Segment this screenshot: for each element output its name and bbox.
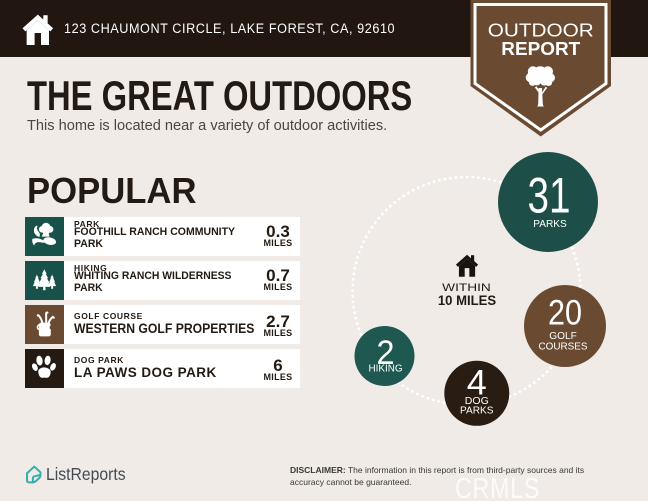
svg-text:31: 31 bbox=[528, 168, 571, 224]
svg-text:HIKING: HIKING bbox=[369, 363, 403, 374]
svg-text:2: 2 bbox=[377, 334, 395, 372]
svg-text:4: 4 bbox=[467, 363, 487, 402]
svg-text:COURSES: COURSES bbox=[539, 341, 588, 352]
svg-text:PARKS: PARKS bbox=[460, 406, 494, 417]
svg-text:10 MILES: 10 MILES bbox=[438, 293, 496, 308]
svg-text:20: 20 bbox=[548, 294, 582, 333]
svg-text:DOG: DOG bbox=[465, 396, 489, 407]
svg-text:WITHIN: WITHIN bbox=[442, 282, 491, 294]
svg-text:GOLF: GOLF bbox=[549, 331, 577, 342]
svg-text:PARKS: PARKS bbox=[533, 218, 567, 230]
svg-text:REPORT: REPORT bbox=[501, 39, 580, 59]
svg-text:OUTDOOR: OUTDOOR bbox=[488, 21, 594, 41]
